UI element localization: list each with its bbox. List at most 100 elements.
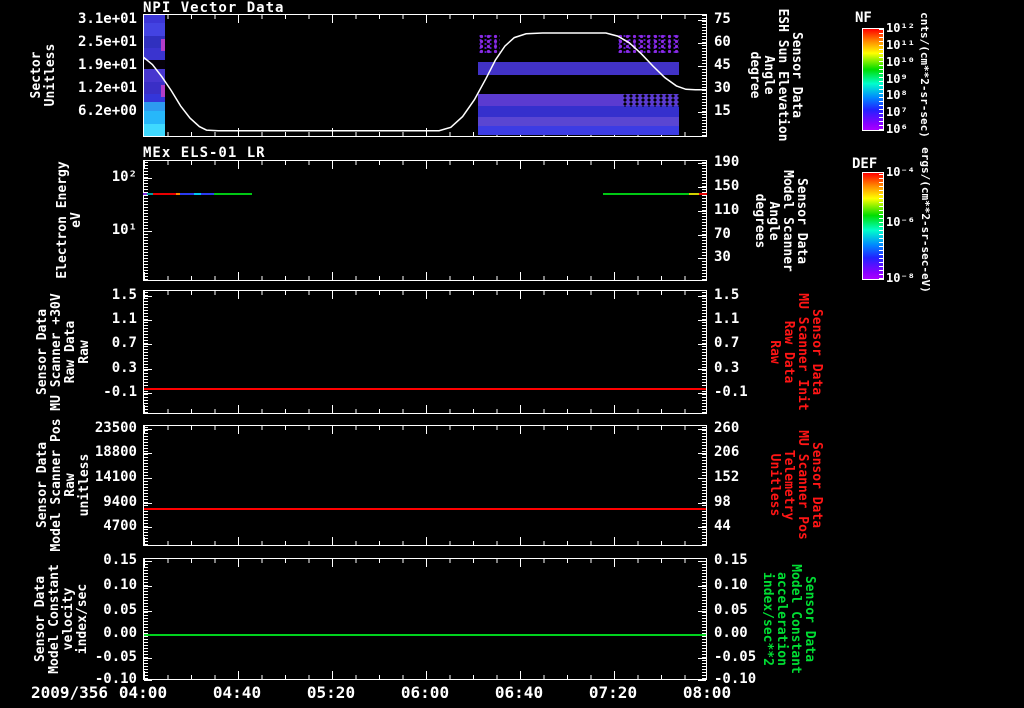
y-tick-label-left: 1.9e+01 (77, 57, 137, 74)
y-tick-label-right: 15 (714, 103, 731, 120)
y-tick-label-right: 0.15 (714, 551, 748, 568)
y-tick-label-right: 1.5 (714, 287, 740, 304)
y-tick-label-left: 1.5 (111, 287, 137, 304)
panel4-right-minor-ticks (702, 426, 706, 545)
panel5-plot-area (143, 558, 707, 680)
y-tick-label-left: 1.1 (111, 311, 137, 328)
y-tick-label-right: 60 (714, 34, 731, 51)
colorbar-tick-label: 10⁻⁸ (886, 271, 915, 285)
y-tick-label-left: 4700 (103, 518, 137, 535)
y-tick-label-right: 70 (714, 225, 731, 242)
y-major-tick-mark (698, 20, 706, 22)
heatmap-block (477, 117, 679, 126)
colorbar-nf-gradient (862, 28, 884, 131)
panel3-bottom-major-ticks (144, 405, 706, 413)
y-major-tick-mark (698, 163, 706, 165)
colorbar-tick-label: 10¹² (886, 21, 915, 35)
y-tick-label-right: -0.10 (714, 671, 757, 687)
y-tick-label-right: 152 (714, 468, 740, 485)
panel4-bottom-major-ticks (144, 537, 706, 545)
x-tick-label: 04:40 (212, 683, 262, 702)
x-tick-label: 07:20 (588, 683, 638, 702)
y-tick-label-left: 10¹ (111, 222, 137, 239)
panel1-y-axis-label: Sector Unitless (29, 43, 58, 107)
y-tick-label-right: 0.10 (714, 576, 748, 593)
y-major-tick-mark (144, 344, 152, 346)
panel2-left-minor-ticks (144, 161, 148, 280)
data-line-segment (214, 193, 252, 196)
pan3-top-major-ticks (144, 291, 706, 299)
y-tick-label-right: 260 (714, 419, 740, 436)
y-tick-label-right: 0.7 (714, 335, 740, 352)
y-major-tick-mark (144, 585, 152, 587)
colorbar-tick-label: 10¹¹ (886, 37, 915, 52)
panel3-left-minor-ticks (144, 291, 148, 413)
data-line (144, 634, 706, 637)
data-line (144, 508, 706, 511)
colorbar-nf-title: NF (855, 10, 872, 26)
y-major-tick-mark (698, 428, 706, 430)
y-major-tick-mark (144, 658, 152, 660)
y-major-tick-mark (698, 234, 706, 236)
panel2-plot-area (143, 160, 707, 281)
colorbar-def-gradient (862, 172, 884, 280)
y-tick-label-left: 23500 (94, 419, 137, 436)
panel5-left-minor-ticks (144, 559, 148, 679)
y-major-tick-mark (144, 527, 152, 529)
y-major-tick-mark (698, 392, 706, 394)
y-tick-label-left: 0.05 (103, 601, 137, 618)
y-tick-label-left: 18800 (94, 443, 137, 460)
heatmap-block (621, 94, 679, 107)
y-major-tick-mark (144, 477, 152, 479)
heatmap-block (144, 23, 165, 37)
y-major-tick-mark (144, 452, 152, 454)
x-tick-label: 05:20 (306, 683, 356, 702)
heatmap-block (144, 36, 165, 48)
colorbar-tick-label: 10⁸ (886, 88, 908, 103)
y-major-tick-mark (698, 296, 706, 298)
heatmap-block (144, 47, 165, 61)
y-major-tick-mark (698, 186, 706, 188)
heatmap-block (477, 34, 500, 54)
panel1-top-major-ticks (144, 15, 706, 23)
y-tick-label-left: 2.5e+01 (77, 34, 137, 51)
y-tick-label-right: 30 (714, 249, 731, 265)
y-tick-label-right: 45 (714, 57, 731, 74)
panel2-title: MEx ELS-01 LR (143, 145, 266, 161)
y-major-tick-mark (144, 560, 152, 562)
x-tick-label: 08:00 (682, 683, 732, 702)
panel4-plot-area (143, 425, 707, 546)
y-major-tick-mark (698, 452, 706, 454)
heatmap-block (161, 39, 166, 52)
heatmap-block (144, 123, 165, 136)
data-line-segment (146, 193, 153, 196)
y-tick-label-left: -0.1 (103, 383, 137, 400)
panel1-right-minor-ticks (702, 15, 706, 136)
panel2-top-major-ticks (144, 161, 706, 169)
y-major-tick-mark (698, 112, 706, 114)
heatmap-block (477, 106, 679, 118)
y-tick-label-left: 6.2e+00 (77, 103, 137, 120)
y-tick-label-right: -0.1 (714, 383, 748, 400)
y-tick-label-right: 0.05 (714, 601, 748, 618)
data-line-segment (193, 193, 202, 196)
x-axis-date-label: 2009/356 (30, 683, 108, 702)
y-major-tick-mark (698, 610, 706, 612)
y-major-tick-mark (144, 178, 152, 180)
y-tick-label-right: 0.3 (714, 359, 740, 376)
y-tick-label-right: 0.00 (714, 625, 748, 642)
x-tick-label: 04:00 (118, 683, 168, 702)
y-major-tick-mark (698, 210, 706, 212)
y-tick-label-right: 150 (714, 177, 740, 194)
y-major-tick-mark (698, 503, 706, 505)
y-tick-label-left: 0.10 (103, 576, 137, 593)
y-tick-label-left: 3.1e+01 (77, 11, 137, 28)
y-major-tick-mark (698, 585, 706, 587)
y-tick-label-right: 30 (714, 80, 731, 97)
y-major-tick-mark (698, 320, 706, 322)
y-tick-label-left: 9400 (103, 494, 137, 511)
colorbar-tick-label: 10⁻⁴ (886, 165, 915, 179)
y-tick-label-left: 0.15 (103, 551, 137, 568)
y-tick-label-left: 0.3 (111, 359, 137, 376)
